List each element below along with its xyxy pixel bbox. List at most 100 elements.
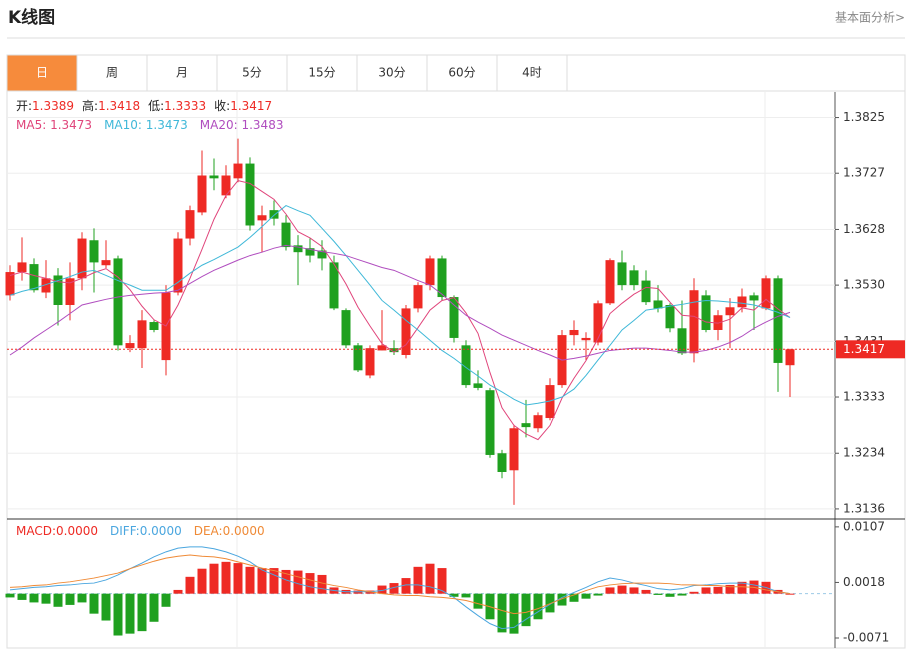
candle-body xyxy=(677,328,687,354)
legend-value: 1.3473 xyxy=(146,118,188,132)
legend-value: 1.3483 xyxy=(241,118,283,132)
ma-legend: MA5: 1.3473 MA10: 1.3473 MA20: 1.3483 xyxy=(16,118,283,132)
tab-label[interactable]: 15分 xyxy=(308,66,335,80)
macd-bar xyxy=(413,566,423,594)
candle-body xyxy=(509,428,519,471)
price-tick-label: 1.3727 xyxy=(843,166,885,180)
macd-bar xyxy=(5,593,15,598)
candle-body xyxy=(749,295,759,301)
legend-label: MA5: xyxy=(16,118,50,132)
macd-tick-label: 0.0018 xyxy=(843,575,885,589)
macd-bar xyxy=(581,593,591,599)
tab[interactable] xyxy=(76,54,148,92)
candle-body xyxy=(317,250,327,259)
macd-bar xyxy=(113,593,123,636)
analysis-link[interactable]: 基本面分析> xyxy=(835,11,905,25)
legend-value: 1.3473 xyxy=(50,118,92,132)
candle-body xyxy=(593,303,603,343)
macd-bar xyxy=(545,593,555,613)
candle-body xyxy=(689,290,699,354)
macd-bar xyxy=(401,578,411,594)
info-label: 低: xyxy=(148,99,164,113)
candle-body xyxy=(533,415,543,429)
macd-bar xyxy=(377,585,387,594)
candle-body xyxy=(65,278,75,305)
candle-body xyxy=(389,348,399,353)
ohlc-info: 开:1.3389 高:1.3418 低:1.3333 收:1.3417 xyxy=(16,98,272,113)
macd-bar xyxy=(629,587,639,594)
info-value: 1.3417 xyxy=(230,99,272,113)
macd-bar xyxy=(617,585,627,594)
tab-label[interactable]: 日 xyxy=(36,66,48,80)
candle-body xyxy=(413,285,423,309)
macd-bar xyxy=(653,593,663,595)
macd-bar xyxy=(425,563,435,594)
candle-body xyxy=(725,307,735,316)
tab[interactable] xyxy=(426,54,498,92)
candle-body xyxy=(365,348,375,376)
macd-tick-label: 0.0107 xyxy=(843,519,885,533)
candle-body xyxy=(257,215,267,221)
candle-body xyxy=(77,238,87,279)
price-tick-label: 1.3136 xyxy=(843,501,885,515)
tab-label[interactable]: 周 xyxy=(106,66,118,80)
tab-label[interactable]: 30分 xyxy=(378,66,405,80)
macd-bar xyxy=(437,568,447,594)
macd-bar xyxy=(137,593,147,632)
tab[interactable] xyxy=(286,54,358,92)
price-tick-label: 1.3234 xyxy=(843,446,885,460)
macd-tick-label: -0.0071 xyxy=(843,631,889,645)
macd-bar xyxy=(473,593,483,609)
candle-body xyxy=(305,248,315,256)
candle-body xyxy=(521,423,531,428)
macd-bar xyxy=(89,593,99,614)
macd-bar xyxy=(557,593,567,606)
candle-body xyxy=(569,329,579,336)
candle-body xyxy=(617,262,627,286)
tab[interactable] xyxy=(496,54,568,92)
macd-bar xyxy=(533,593,543,620)
macd-bar xyxy=(317,574,327,594)
tab[interactable] xyxy=(6,54,78,92)
macd-bar xyxy=(713,586,723,594)
tab-label[interactable]: 60分 xyxy=(448,66,475,80)
candle-body xyxy=(329,262,339,309)
macd-bar xyxy=(53,593,63,607)
candle-body xyxy=(341,310,351,346)
macd-bar xyxy=(569,593,579,602)
indicator-line xyxy=(9,180,791,441)
last-price-tag xyxy=(836,340,905,359)
candle-body xyxy=(281,222,291,248)
indicator-line xyxy=(9,546,791,630)
info-label: 高: xyxy=(82,98,98,113)
tab-label[interactable]: 4时 xyxy=(522,66,542,80)
candle-body xyxy=(269,210,279,219)
macd-bar xyxy=(221,561,231,594)
macd-bar xyxy=(293,570,303,594)
legend-value: 0.0000 xyxy=(56,524,98,538)
macd-bar xyxy=(389,583,399,594)
tab-label[interactable]: 月 xyxy=(176,66,188,80)
macd-bar xyxy=(41,593,51,604)
candle-body xyxy=(701,295,711,330)
price-tick-label: 1.3530 xyxy=(843,278,885,292)
candle-body xyxy=(209,175,219,179)
candle-body xyxy=(773,278,783,363)
legend-label: MA10: xyxy=(104,118,146,132)
candle-body xyxy=(173,238,183,293)
macd-bar xyxy=(185,576,195,594)
tab-label[interactable]: 5分 xyxy=(242,66,262,80)
candle-body xyxy=(5,272,15,296)
macd-bar xyxy=(605,587,615,594)
candle-body xyxy=(185,210,195,239)
candle-body xyxy=(641,280,651,303)
legend-label: MACD: xyxy=(16,524,56,538)
candle-body xyxy=(101,260,111,266)
tab[interactable] xyxy=(216,54,288,92)
indicator-line xyxy=(9,554,791,615)
macd-bar xyxy=(725,584,735,594)
macd-bar xyxy=(665,593,675,597)
legend-label: MA20: xyxy=(200,118,242,132)
candle-body xyxy=(233,163,243,179)
tab[interactable] xyxy=(146,54,218,92)
